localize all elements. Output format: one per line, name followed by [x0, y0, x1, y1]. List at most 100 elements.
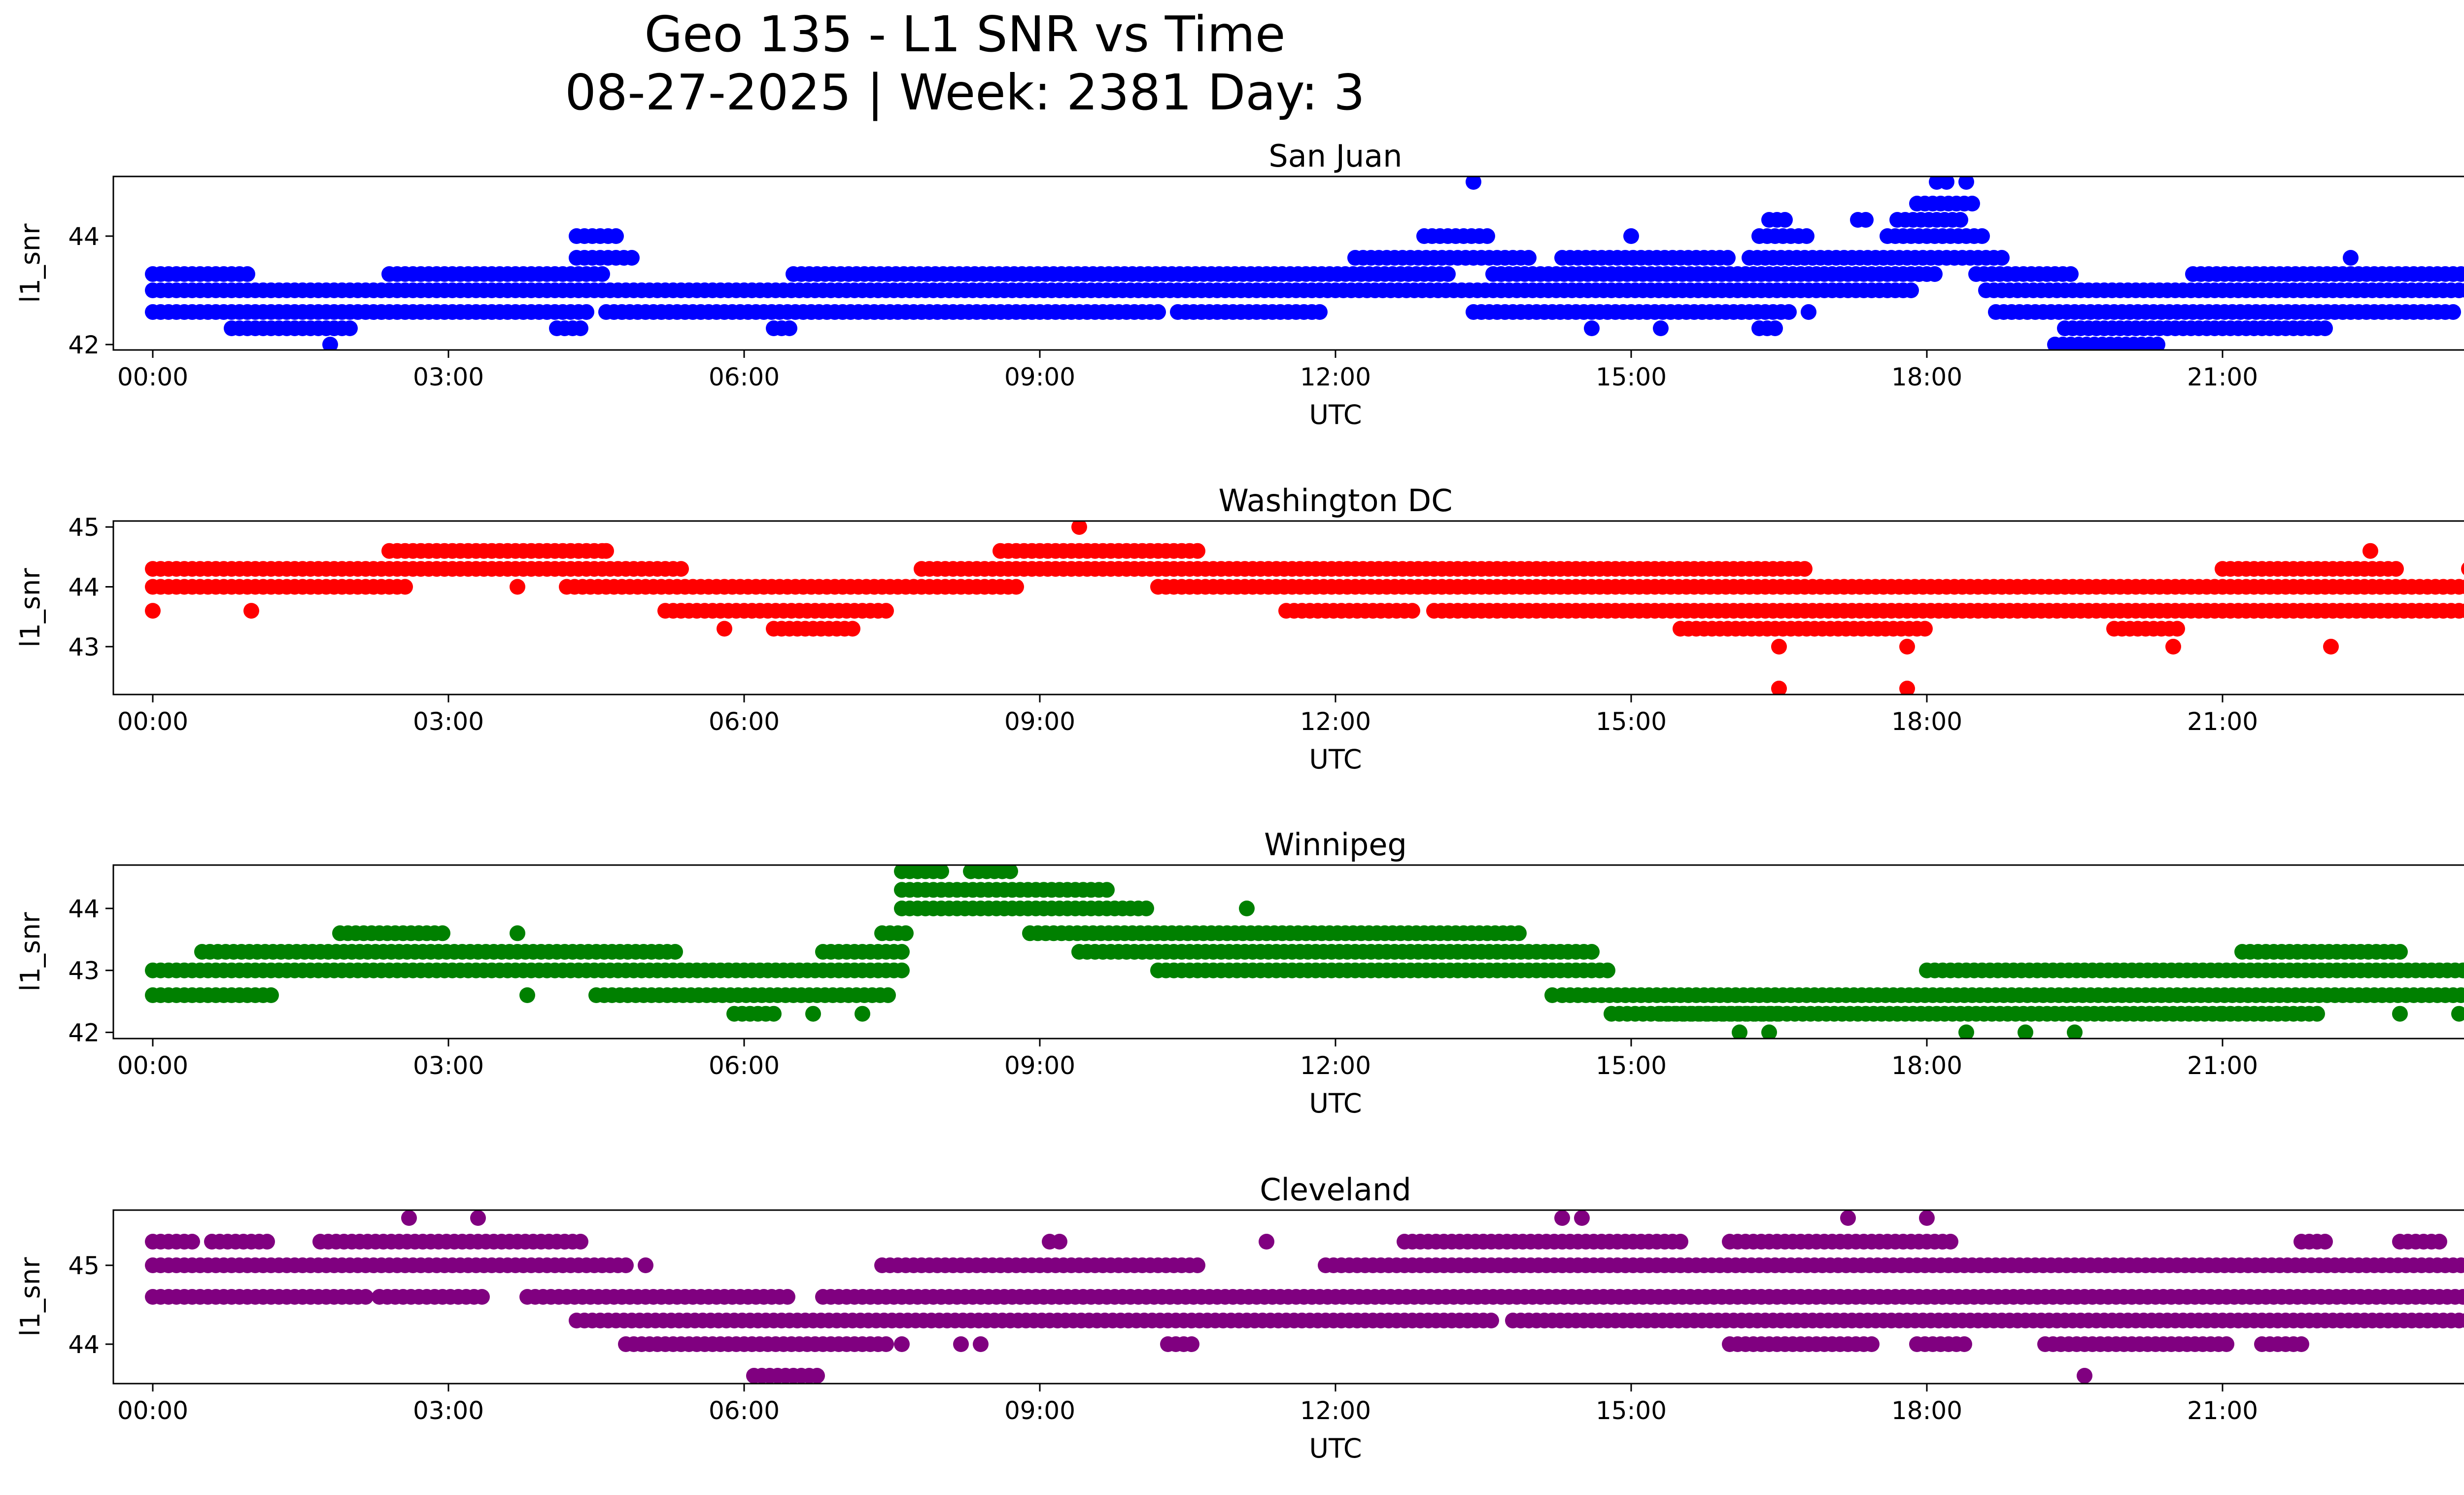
data-point [973, 1336, 989, 1352]
data-point [2445, 304, 2461, 320]
data-point [1994, 250, 2010, 266]
data-point [638, 1257, 653, 1273]
x-tick-label: 00:00 [117, 707, 188, 736]
x-tick-label: 18:00 [1891, 1051, 1962, 1080]
y-tick-label: 45 [68, 513, 100, 542]
data-point [1799, 228, 1814, 244]
data-point [953, 1336, 969, 1352]
y-axis-label: l1_snr [15, 568, 46, 648]
data-point [1600, 962, 1615, 978]
data-point [2317, 1234, 2333, 1250]
x-tick-label: 21:00 [2187, 1051, 2258, 1080]
x-tick-label: 12:00 [1300, 1051, 1371, 1080]
data-point [2063, 266, 2079, 282]
data-point [2018, 1024, 2033, 1039]
x-tick-label: 09:00 [1004, 1051, 1075, 1080]
y-tick-label: 43 [68, 633, 100, 661]
data-point [1479, 228, 1495, 244]
data-point [2461, 989, 2464, 1002]
data-point [1781, 304, 1797, 320]
data-point [1440, 266, 1456, 282]
x-tick-label: 09:00 [1004, 1396, 1075, 1425]
data-point [2309, 1006, 2325, 1022]
data-point [2392, 1006, 2408, 1022]
data-point [573, 320, 588, 336]
data-point [2459, 1313, 2464, 1328]
data-point [243, 603, 259, 619]
data-point [594, 266, 610, 282]
y-tick-label: 42 [68, 1018, 100, 1047]
data-point [1071, 521, 1087, 535]
data-point [2461, 1259, 2464, 1272]
data-point [2459, 603, 2464, 618]
data-point [1052, 1234, 1067, 1250]
data-point [1767, 320, 1783, 336]
data-point [878, 1336, 894, 1352]
x-tick-label: 21:00 [2187, 1396, 2258, 1425]
data-point [2459, 283, 2464, 298]
data-point [519, 987, 535, 1003]
data-point [878, 603, 894, 619]
subplot-winnipeg: Winnipeg 00:00 03:00 06:00 09:00 12:00 15:00 18… [15, 827, 2464, 1119]
data-point [809, 1368, 825, 1384]
subplot-washington-dc: Washington DC 00:00 03:00 06:00 09:00 12:00 15… [15, 483, 2464, 775]
data-point [240, 266, 255, 282]
x-tick-label: 00:00 [117, 1051, 188, 1080]
data-point [259, 1234, 275, 1250]
data-points [145, 1210, 2464, 1384]
figure-title-line2: 08-27-2025 | Week: 2381 Day: 3 [565, 64, 1365, 121]
y-axis-label: l1_snr [15, 223, 46, 303]
data-point [322, 337, 338, 350]
data-point [184, 1234, 200, 1250]
data-point [1150, 304, 1166, 320]
data-point [263, 987, 279, 1003]
y-axis-label: l1_snr [15, 912, 46, 992]
data-point [2150, 337, 2165, 350]
data-point [2455, 962, 2464, 978]
data-point [435, 925, 450, 941]
data-point [2317, 320, 2333, 336]
figure-title-line1: Geo 135 - L1 SNR vs Time [645, 5, 1286, 63]
data-point [573, 1234, 588, 1250]
data-point [2165, 638, 2181, 655]
subplot-title: Washington DC [1218, 483, 1452, 519]
y-tick-label: 43 [68, 957, 100, 985]
data-point [1956, 1336, 1972, 1352]
y-axis-label: l1_snr [15, 1257, 46, 1337]
data-point [397, 579, 413, 595]
data-point [845, 621, 860, 637]
data-point [1840, 1210, 1856, 1226]
data-point [805, 1006, 821, 1022]
x-tick-label: 06:00 [709, 1396, 780, 1425]
data-point [598, 543, 614, 559]
x-tick-label: 15:00 [1596, 363, 1667, 391]
data-point [1899, 638, 1915, 655]
data-point [1008, 579, 1024, 595]
subplot-san-juan: San Juan 00:00 03:00 06:00 09:00 12:00 15:00 18… [15, 138, 2464, 430]
x-axis-label: UTC [1309, 744, 1362, 775]
data-point [1797, 561, 1813, 577]
data-point [1544, 987, 1560, 1003]
x-tick-label: 15:00 [1596, 707, 1667, 736]
data-point [717, 621, 732, 637]
data-point [1312, 304, 1328, 320]
data-point [608, 228, 624, 244]
data-point [1466, 176, 1481, 190]
data-point [880, 987, 896, 1003]
data-point [1771, 680, 1787, 695]
data-point [894, 944, 910, 960]
x-axis-label: UTC [1309, 1088, 1362, 1119]
data-points [145, 865, 2464, 1039]
data-point [1511, 925, 1527, 941]
data-point [2392, 944, 2408, 960]
data-point [1184, 1336, 1199, 1352]
data-point [1943, 1234, 1958, 1250]
data-point [1903, 282, 1919, 298]
data-point [1099, 882, 1115, 898]
data-point [2461, 562, 2464, 575]
subplot-cleveland: Cleveland 00:00 03:00 06:00 09:00 12:00 15:00 1… [15, 1172, 2464, 1464]
x-tick-label: 06:00 [709, 707, 780, 736]
x-tick-label: 18:00 [1891, 363, 1962, 391]
data-point [1521, 250, 1537, 266]
